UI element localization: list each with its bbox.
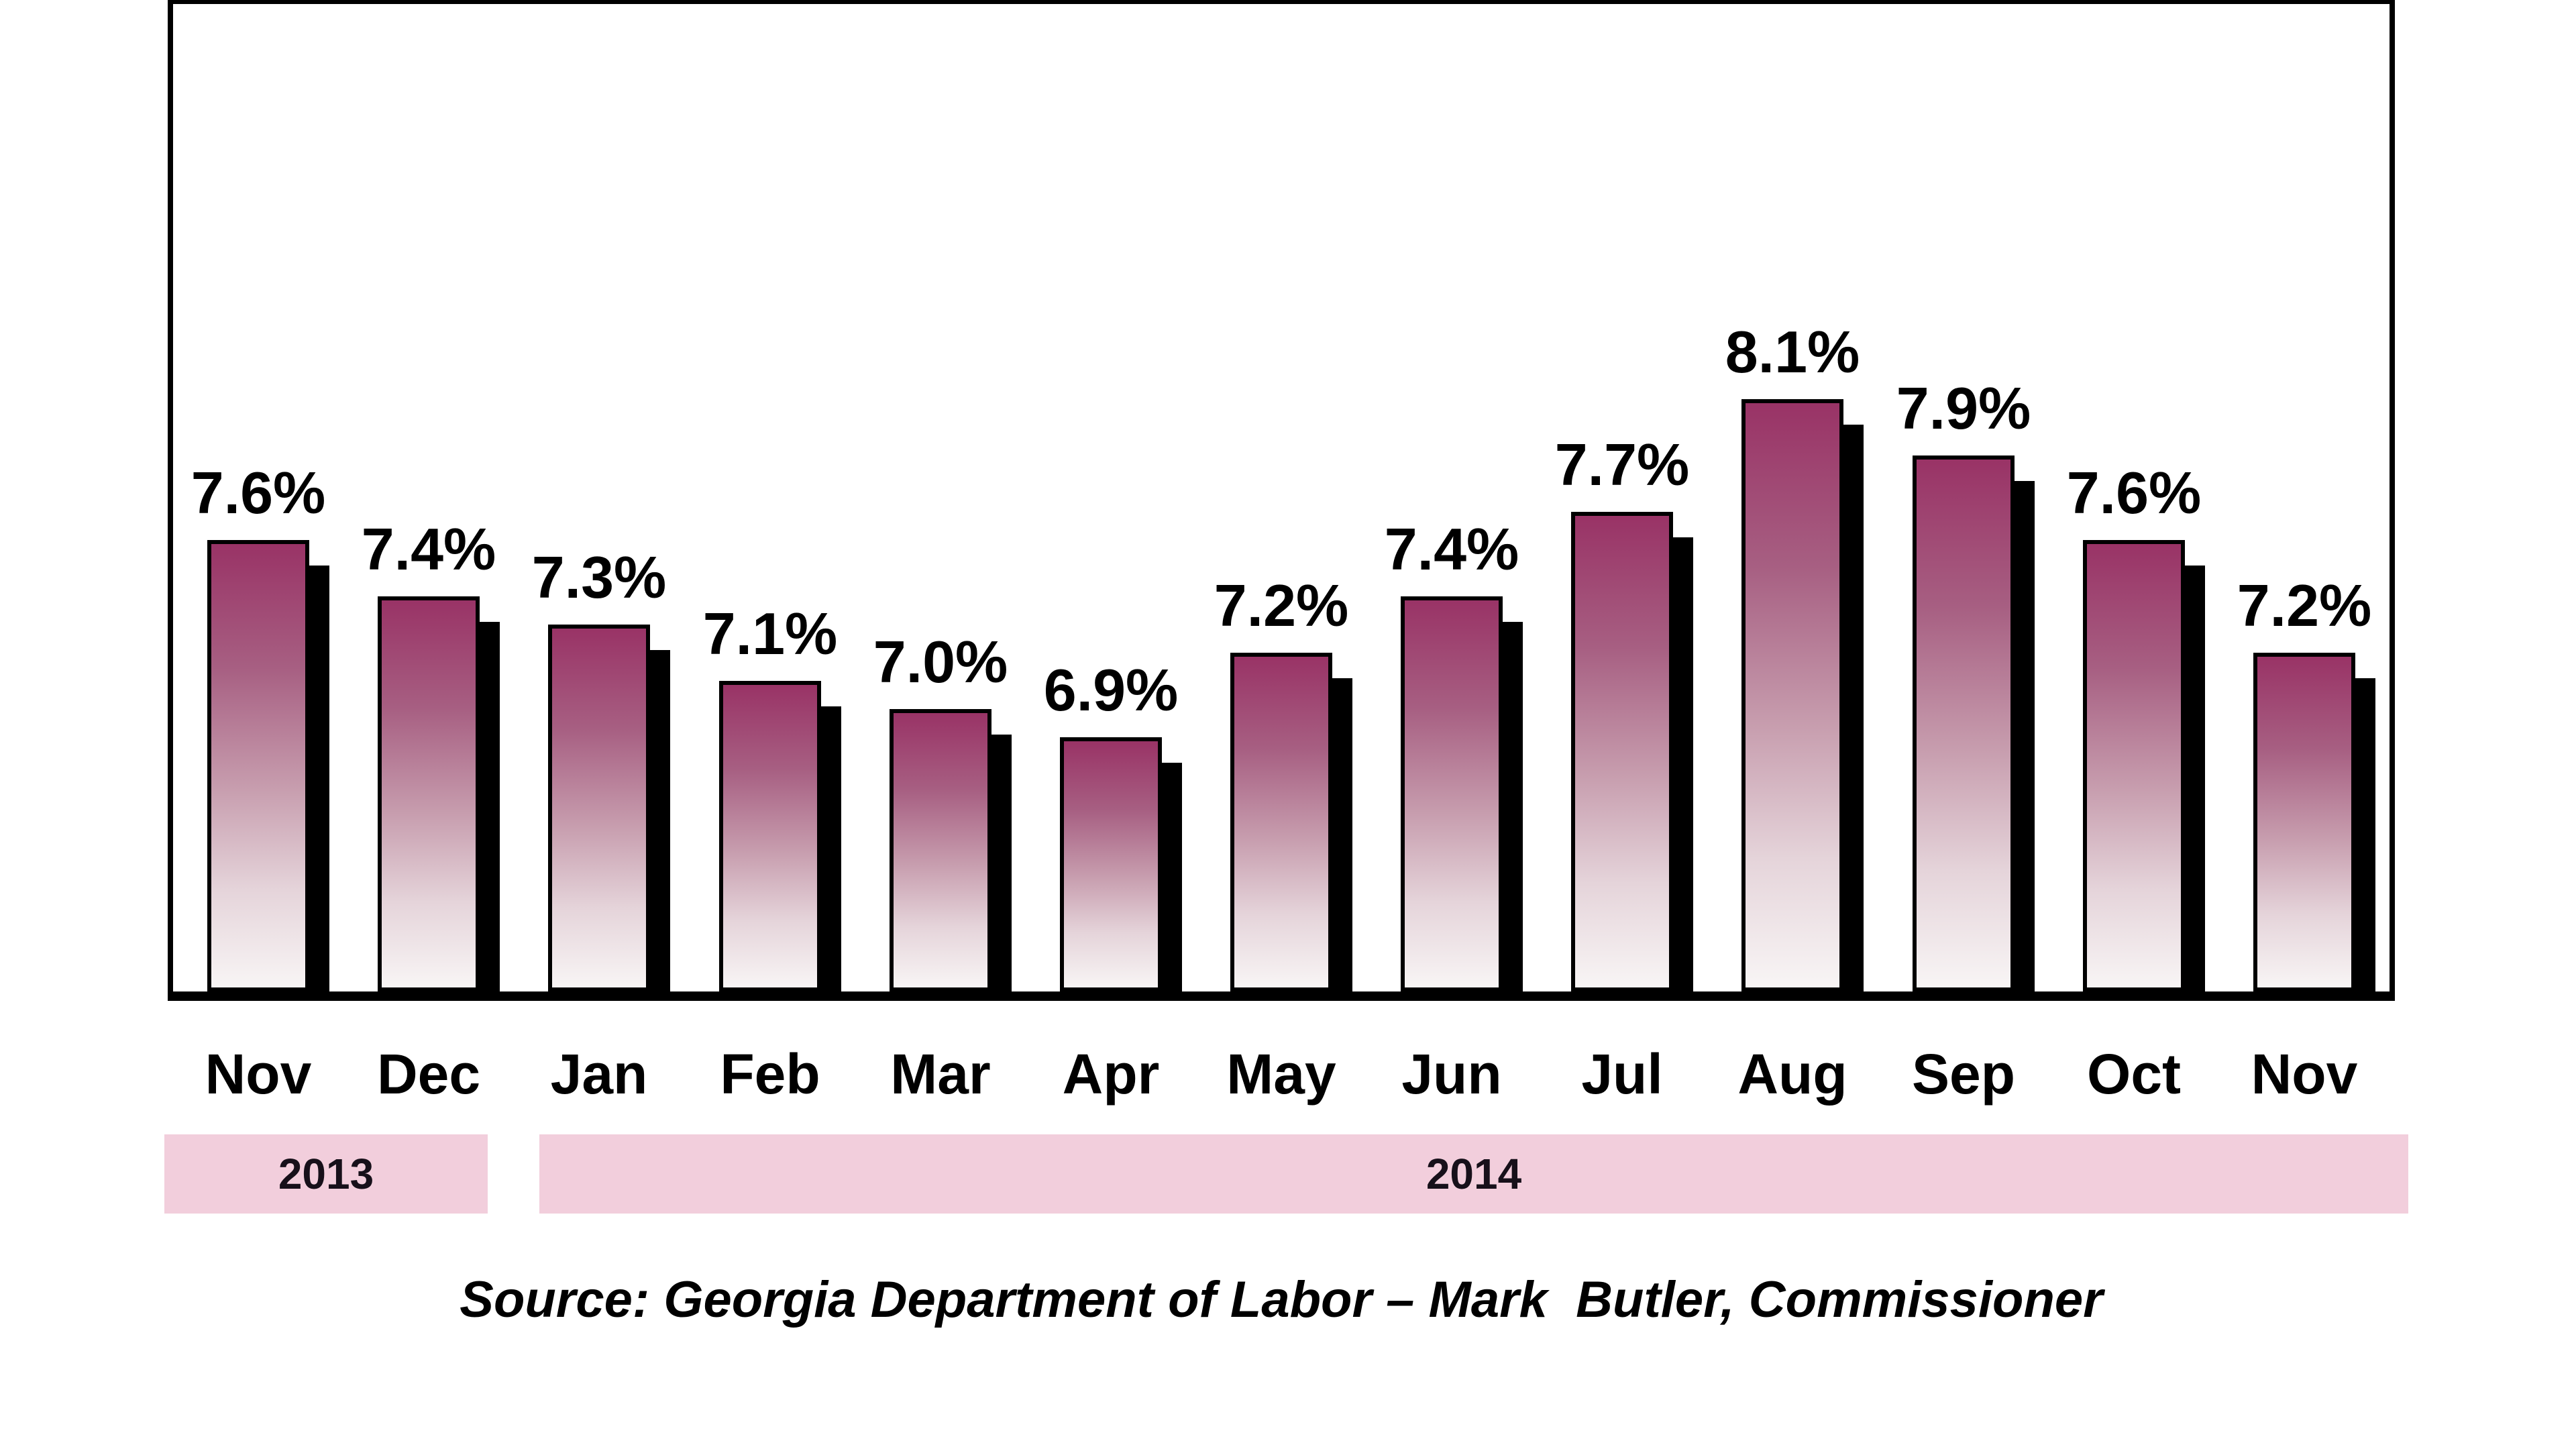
x-axis-label-oct-11: Oct — [2086, 1042, 2182, 1106]
bar-value-label: 7.0% — [873, 629, 1008, 695]
bar — [207, 540, 309, 991]
bar-value-label: 7.4% — [361, 516, 496, 582]
bar-group-dec-1: 7.4% — [362, 520, 500, 1000]
bar-group-mar-4: 7.0% — [873, 633, 1012, 1000]
bar-group-aug-9: 8.1% — [1725, 323, 1864, 1000]
source-note: Source: Georgia Department of Labor – Ma… — [460, 1271, 2103, 1328]
x-axis-label-nov-12: Nov — [2251, 1042, 2358, 1106]
x-axis-label-dec-1: Dec — [376, 1042, 481, 1106]
bar — [378, 596, 480, 991]
x-axis-label-apr-5: Apr — [1062, 1042, 1160, 1106]
bar-group-nov-12: 7.2% — [2237, 576, 2375, 1000]
bar-group-jun-7: 7.4% — [1385, 520, 1523, 1000]
x-axis-label-sep-10: Sep — [1911, 1042, 2016, 1106]
x-axis-labels: Nov Dec Jan Feb Mar Apr May Jun Jul Aug Sep Oct Nov — [173, 1036, 2390, 1112]
bar-group-jan-2: 7.3% — [532, 548, 670, 1000]
bar-value-label: 7.1% — [702, 600, 838, 667]
bar — [548, 625, 650, 991]
bar-value-label: 8.1% — [1725, 319, 1860, 385]
bar-group-jul-8: 7.7% — [1555, 435, 1693, 1000]
year-band-2014-label: 2014 — [1426, 1150, 1522, 1198]
bar-value-label: 7.9% — [1896, 375, 2031, 441]
bar-group-feb-3: 7.1% — [703, 604, 841, 1000]
bar — [719, 681, 821, 991]
x-axis-label-jan-2: Jan — [550, 1042, 648, 1106]
bar-value-label: 7.6% — [2066, 460, 2202, 526]
x-axis-label-aug-9: Aug — [1737, 1042, 1847, 1106]
bar-group-oct-11: 7.6% — [2067, 464, 2205, 1000]
year-band-2013-label: 2013 — [278, 1150, 374, 1198]
bar — [1401, 596, 1503, 991]
bar-value-label: 7.7% — [1554, 431, 1690, 498]
x-axis-label-jul-8: Jul — [1581, 1042, 1663, 1106]
bar-value-label: 7.3% — [531, 544, 667, 610]
bar — [2253, 653, 2355, 991]
x-axis-label-nov-0: Nov — [205, 1042, 312, 1106]
x-axis-label-jun-7: Jun — [1401, 1042, 1502, 1106]
bar — [1913, 455, 2015, 991]
bar — [1571, 512, 1673, 991]
bar — [2083, 540, 2185, 991]
bar-value-label: 7.2% — [1214, 572, 1349, 639]
bar-group-nov-0: 7.6% — [191, 464, 329, 1000]
bar — [1060, 737, 1162, 991]
plot-area: 7.6% 7.4% 7.3% 7.1% 7.0% 6.9% 7.2% 7.4% 7.7% 8.1%… — [168, 0, 2395, 1001]
bar — [1741, 399, 1843, 991]
x-axis-label-may-6: May — [1226, 1042, 1336, 1106]
bar-value-label: 7.4% — [1384, 516, 1519, 582]
bar — [1230, 653, 1332, 991]
bar-group-apr-5: 6.9% — [1044, 661, 1182, 1000]
year-band-2013: 2013 — [164, 1134, 488, 1214]
bar-value-label: 7.2% — [2237, 572, 2372, 639]
bar-group-may-6: 7.2% — [1214, 576, 1352, 1000]
x-axis-label-mar-4: Mar — [890, 1042, 991, 1106]
bar — [890, 709, 991, 991]
bar-value-label: 6.9% — [1043, 657, 1179, 723]
bar-group-sep-10: 7.9% — [1896, 379, 2035, 1000]
bar-value-label: 7.6% — [191, 460, 326, 526]
year-band-2014: 2014 — [539, 1134, 2408, 1214]
x-axis-label-feb-3: Feb — [720, 1042, 820, 1106]
